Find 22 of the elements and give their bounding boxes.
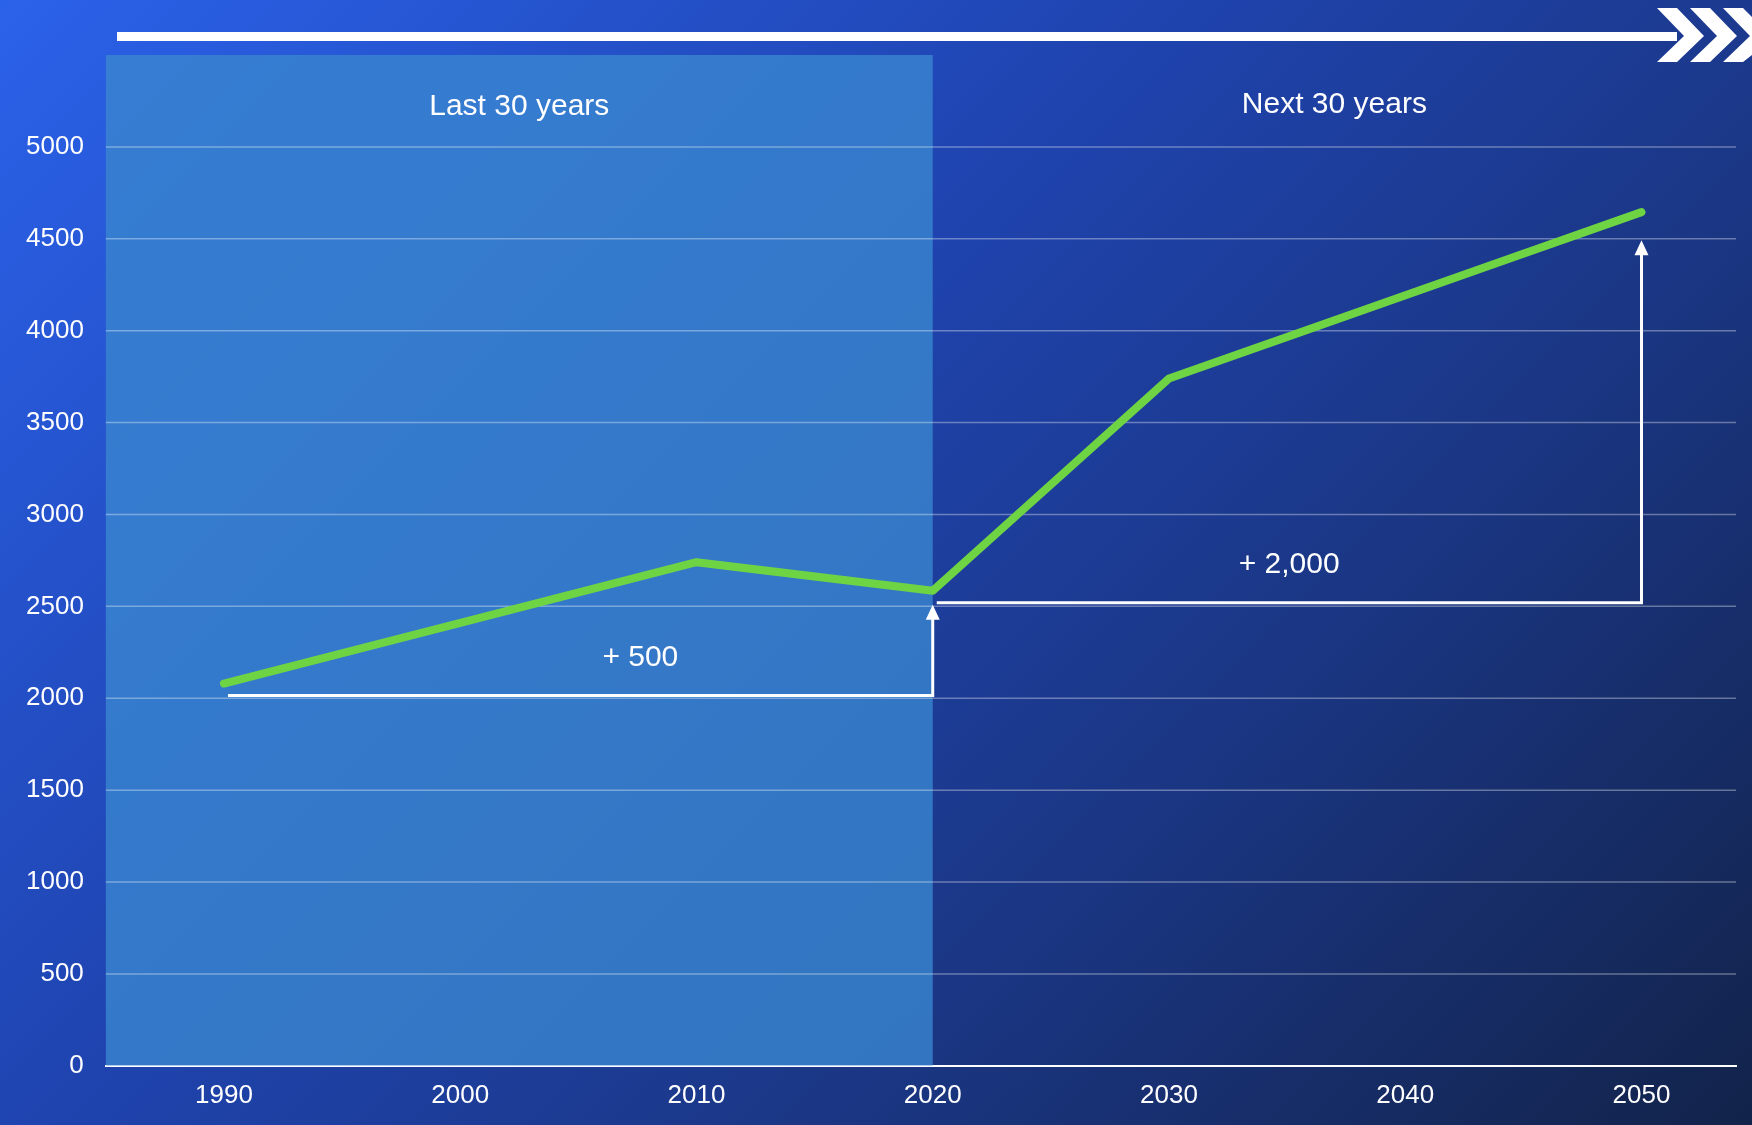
y-tick-label: 4000 xyxy=(26,313,84,344)
x-tick-label: 2000 xyxy=(431,1078,490,1109)
annotation: + 2,000 xyxy=(1238,545,1340,579)
annotation: + 500 xyxy=(602,638,679,672)
x-tick-label: 2040 xyxy=(1376,1078,1435,1109)
y-tick-label: 1000 xyxy=(26,865,84,896)
annotation: Next 30 years xyxy=(1241,86,1427,120)
y-tick-label: 500 xyxy=(40,957,84,988)
y-tick-label: 3000 xyxy=(26,497,84,528)
x-tick-label: 2030 xyxy=(1140,1078,1198,1109)
x-tick-label: 2010 xyxy=(667,1078,726,1109)
y-tick-label: 2500 xyxy=(26,589,84,620)
y-tick-label: 1500 xyxy=(26,773,84,804)
y-tick-label: 0 xyxy=(69,1048,84,1079)
y-tick-label: 5000 xyxy=(26,130,84,161)
y-tick-label: 3500 xyxy=(26,405,84,436)
x-tick-label: 1990 xyxy=(195,1078,253,1109)
band-label: Last 30 years xyxy=(429,88,610,122)
x-tick-label: 2050 xyxy=(1612,1078,1671,1109)
x-tick-label: 2020 xyxy=(903,1078,962,1109)
y-tick-label: 2000 xyxy=(26,681,84,712)
y-tick-label: 4500 xyxy=(26,221,84,252)
